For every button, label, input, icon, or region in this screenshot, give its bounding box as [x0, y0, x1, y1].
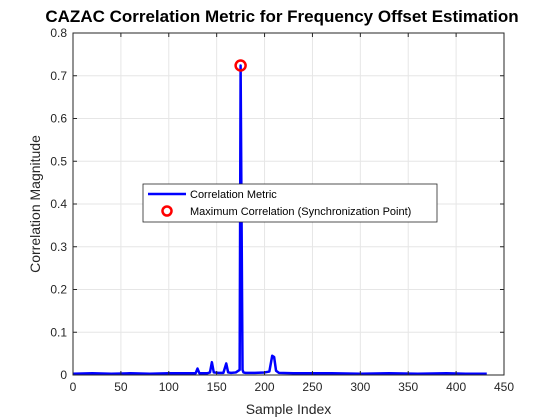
chart-title: CAZAC Correlation Metric for Frequency O…	[45, 7, 518, 26]
x-tick-label: 300	[350, 380, 370, 394]
x-tick-label: 250	[302, 380, 322, 394]
x-axis-ticks: 0 50 100 150 200 250 300 350 400 450	[70, 33, 514, 394]
y-tick-label: 0.7	[50, 69, 67, 83]
y-tick-label: 0	[60, 368, 67, 382]
y-tick-label: 0.8	[50, 26, 67, 40]
x-tick-label: 200	[255, 380, 275, 394]
x-tick-label: 50	[114, 380, 128, 394]
x-tick-label: 400	[446, 380, 466, 394]
x-tick-label: 150	[207, 380, 227, 394]
y-tick-label: 0.4	[50, 197, 67, 211]
y-tick-label: 0.5	[50, 154, 67, 168]
legend-marker-swatch	[161, 205, 173, 217]
x-tick-label: 450	[494, 380, 514, 394]
legend-entry-correlation-metric: Correlation Metric	[190, 189, 277, 201]
max-correlation-marker	[234, 59, 247, 72]
y-tick-label: 0.2	[50, 283, 67, 297]
y-tick-label: 0.3	[50, 240, 67, 254]
x-tick-label: 350	[398, 380, 418, 394]
x-tick-label: 100	[159, 380, 179, 394]
legend-box	[142, 183, 438, 223]
legend-entry-maximum-correlation: Maximum Correlation (Synchronization Poi…	[190, 206, 411, 218]
y-tick-label: 0.1	[50, 325, 67, 339]
x-axis-label: Sample Index	[246, 401, 332, 417]
y-axis-label: Correlation Magnitude	[27, 135, 43, 273]
y-axis-ticks: 0 0.1 0.2 0.3 0.4 0.5 0.6 0.7 0.8	[50, 26, 504, 382]
x-tick-label: 0	[70, 380, 77, 394]
legend: Correlation Metric Maximum Correlation (…	[142, 183, 438, 223]
y-tick-label: 0.6	[50, 112, 67, 126]
